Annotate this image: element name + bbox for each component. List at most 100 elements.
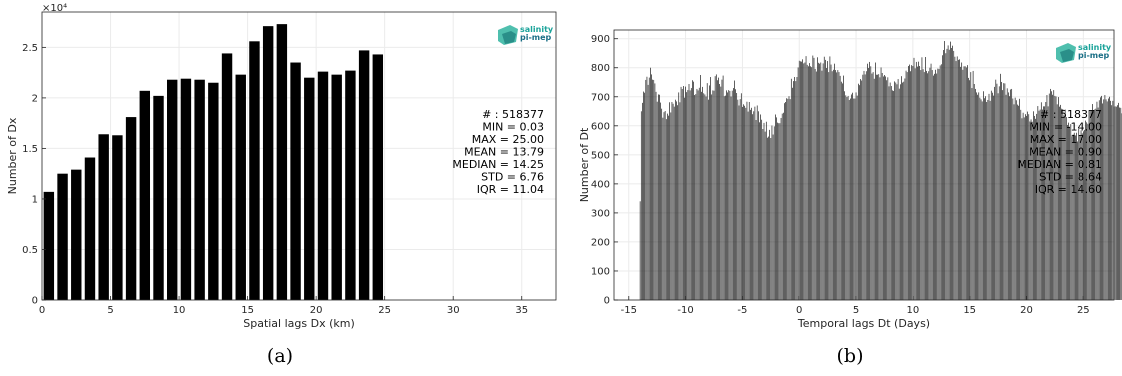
bar <box>893 90 894 300</box>
bar <box>1031 121 1033 301</box>
bar <box>819 63 820 301</box>
bar <box>762 129 764 300</box>
bar <box>835 70 836 300</box>
bar <box>304 77 315 301</box>
bar <box>1019 98 1020 300</box>
bar <box>777 122 778 300</box>
bar <box>855 92 857 300</box>
bar <box>903 81 905 301</box>
bar <box>1065 117 1067 300</box>
bar <box>942 55 943 301</box>
y-tick-label: 800 <box>591 63 610 74</box>
bar <box>867 63 868 301</box>
bar <box>758 111 759 300</box>
bar <box>923 72 925 300</box>
bar <box>1022 112 1024 301</box>
bar <box>1045 102 1047 300</box>
bar <box>844 91 845 300</box>
x-tick-label: 35 <box>515 305 528 316</box>
bar <box>1112 100 1114 300</box>
bar <box>167 79 178 301</box>
y-tick-label: 0.5 <box>22 245 38 256</box>
bar <box>888 86 890 300</box>
bar <box>951 48 952 300</box>
bar <box>723 96 725 300</box>
bar <box>1050 88 1051 300</box>
bar <box>814 68 816 301</box>
y-tick-label: 400 <box>591 179 610 190</box>
bar <box>1027 111 1028 300</box>
bar <box>883 76 884 300</box>
bar <box>1064 109 1066 300</box>
bar <box>772 134 774 300</box>
stats-line: # : 518377 <box>482 108 544 121</box>
logo-text-pimep: pi-mep <box>520 33 552 42</box>
bar <box>1029 121 1031 300</box>
bar <box>1006 88 1008 300</box>
bar <box>771 125 773 301</box>
bar <box>910 71 911 300</box>
bar <box>944 41 945 300</box>
bar <box>742 106 743 300</box>
bar <box>945 53 947 301</box>
bar <box>755 120 757 300</box>
bar <box>112 135 123 300</box>
bar <box>1037 106 1039 300</box>
bar <box>1103 99 1105 300</box>
bar <box>894 81 895 300</box>
bar <box>800 61 801 300</box>
bar <box>1094 109 1095 300</box>
bar <box>787 98 789 300</box>
x-tick-label: 0 <box>39 305 45 316</box>
bar <box>926 70 927 300</box>
bar <box>897 79 899 300</box>
bar <box>878 74 880 300</box>
bar <box>812 55 814 300</box>
x-tick-label: 5 <box>853 305 859 316</box>
bar <box>902 82 903 300</box>
bar <box>671 102 673 300</box>
bar <box>842 83 843 300</box>
bar <box>958 59 959 301</box>
bar <box>1001 81 1002 300</box>
bar <box>1044 106 1045 300</box>
bar <box>737 99 739 301</box>
bar <box>1017 104 1018 300</box>
bar <box>745 107 747 300</box>
bar <box>973 84 975 300</box>
bar <box>761 119 763 301</box>
bar <box>692 80 693 300</box>
bar <box>992 92 993 301</box>
bar <box>1102 103 1103 300</box>
bar <box>720 86 722 300</box>
bar <box>727 92 728 300</box>
panel-label: (a) <box>267 345 293 367</box>
bar <box>817 57 818 300</box>
y-tick-label: 300 <box>591 208 610 219</box>
bar <box>702 86 703 301</box>
stats-line: MIN = 0.03 <box>482 121 544 134</box>
bar <box>1054 95 1056 301</box>
bar <box>863 70 865 300</box>
bar <box>764 131 766 300</box>
bar <box>651 74 652 300</box>
bar <box>672 103 674 301</box>
bar <box>740 93 742 300</box>
bar <box>71 169 82 300</box>
bar <box>813 57 815 301</box>
y-tick-label: 1 <box>32 194 38 205</box>
bar <box>990 90 992 301</box>
bar <box>861 80 863 301</box>
bar <box>983 91 984 300</box>
bar <box>977 94 978 301</box>
bar <box>921 57 923 300</box>
bar <box>950 41 951 301</box>
bar <box>1025 114 1026 300</box>
bar <box>776 117 777 300</box>
bar <box>194 79 205 301</box>
bar <box>726 90 727 300</box>
bar <box>886 80 888 300</box>
bar <box>848 99 850 300</box>
stats-line: MAX = 25.00 <box>472 133 544 146</box>
